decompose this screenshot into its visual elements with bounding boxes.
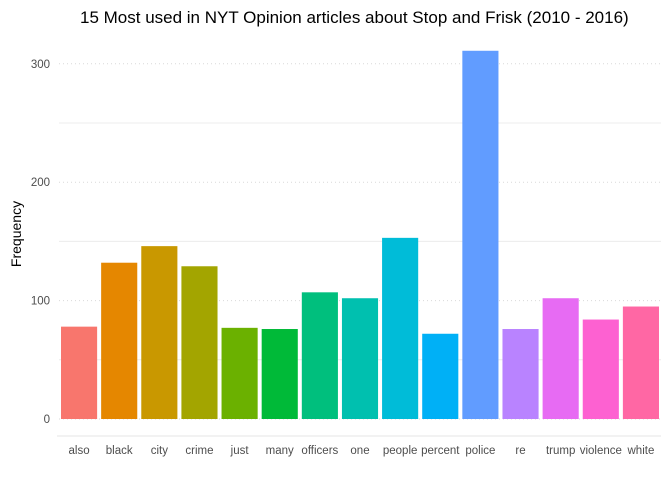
y-tick-label: 0	[44, 414, 50, 426]
x-tick-label: just	[230, 445, 250, 457]
bar-police	[462, 50, 499, 419]
bar-violence	[582, 319, 619, 419]
x-tick-label: re	[515, 445, 525, 457]
y-axis-label: Frequency	[8, 201, 24, 267]
x-axis-ticks: also black city crime just many officers one peo…	[69, 445, 655, 457]
bar-city	[141, 246, 178, 419]
x-tick-label: people	[383, 445, 418, 457]
x-tick-label: police	[465, 445, 495, 457]
bar-trump	[542, 298, 579, 419]
bar-crime	[181, 266, 218, 419]
bar-black	[101, 262, 138, 419]
bar-officers	[301, 292, 338, 419]
x-tick-label: violence	[580, 445, 622, 457]
bar-just	[221, 327, 258, 419]
x-tick-label: many	[266, 445, 294, 457]
x-tick-label: also	[69, 445, 90, 457]
bar-white	[622, 306, 659, 419]
y-tick-label: 200	[31, 177, 50, 189]
x-tick-label: white	[627, 445, 655, 457]
x-tick-label: percent	[421, 445, 460, 457]
bar-re	[502, 329, 539, 419]
bar-also	[61, 326, 98, 419]
bar-many	[261, 329, 298, 419]
y-axis-ticks: 0 100 200 300	[31, 59, 50, 426]
bar-percent	[422, 333, 459, 419]
x-tick-label: black	[106, 445, 133, 457]
y-tick-label: 300	[31, 59, 50, 71]
x-tick-label: crime	[185, 445, 213, 457]
bar-people	[382, 237, 419, 419]
chart-title: 15 Most used in NYT Opinion articles abo…	[80, 8, 629, 27]
x-tick-label: city	[151, 445, 169, 457]
x-tick-label: officers	[301, 445, 338, 457]
bar-one	[341, 298, 379, 419]
bars	[61, 50, 659, 419]
y-tick-label: 100	[31, 296, 50, 308]
x-tick-label: trump	[546, 445, 575, 457]
x-tick-label: one	[350, 445, 369, 457]
